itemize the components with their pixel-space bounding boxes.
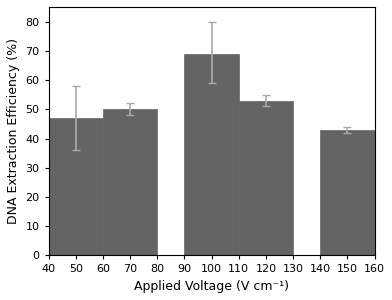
Bar (49, 118, 103, 256)
Bar (185, 54, 239, 256)
Y-axis label: DNA Extraction Efficiency (%): DNA Extraction Efficiency (%) (7, 38, 20, 224)
Bar (103, 109, 157, 256)
X-axis label: Applied Voltage (V cm⁻¹): Applied Voltage (V cm⁻¹) (134, 280, 289, 293)
Bar (239, 100, 293, 256)
Bar (320, 130, 374, 256)
